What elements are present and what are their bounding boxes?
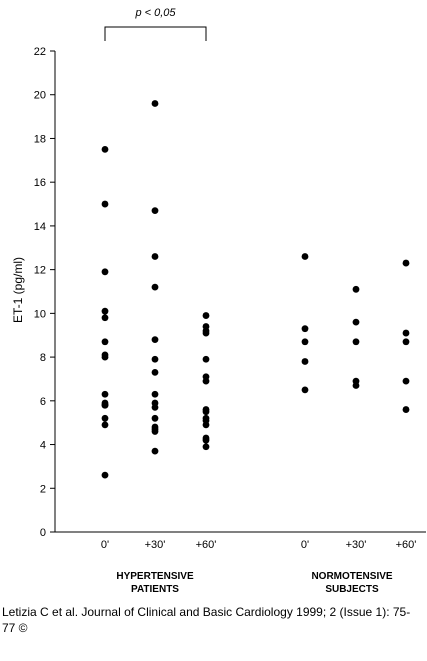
x-tick-label: 0'	[301, 539, 309, 551]
significance-annotation: p < 0,05	[104, 7, 207, 41]
data-point	[101, 471, 109, 479]
x-tick-label: +60'	[196, 539, 217, 551]
y-tick-label: 20	[34, 90, 46, 102]
x-ticks: 0' +30' +60' 0' +30' +60'	[101, 539, 416, 551]
data-point	[151, 355, 159, 363]
group-labels: HYPERTENSIVE PATIENTS NORMOTENSIVE SUBJECTS	[116, 571, 393, 595]
data-point	[202, 443, 210, 451]
data-point	[402, 377, 410, 385]
data-points	[101, 100, 410, 479]
data-point	[151, 368, 159, 376]
data-point	[202, 436, 210, 444]
data-point	[101, 145, 109, 153]
data-point	[352, 382, 360, 389]
data-point	[202, 377, 210, 385]
data-point	[202, 421, 210, 429]
significance-label: p < 0,05	[134, 7, 176, 19]
x-tick-label: +60'	[396, 539, 417, 551]
data-point	[151, 428, 159, 435]
x-tick-label: +30'	[346, 539, 367, 551]
data-point	[301, 358, 309, 365]
data-point	[101, 353, 109, 361]
data-point	[402, 406, 410, 413]
group-label-line2: SUBJECTS	[325, 584, 379, 595]
data-point	[202, 355, 210, 363]
data-point	[402, 329, 410, 337]
data-point	[101, 307, 109, 315]
group-label: NORMOTENSIVE	[311, 571, 392, 582]
data-point	[151, 283, 159, 291]
data-point	[151, 207, 159, 215]
data-point	[301, 338, 309, 346]
data-point	[202, 408, 210, 416]
y-axis-label: ET-1 (pg/ml)	[11, 257, 25, 323]
data-point	[352, 285, 360, 293]
data-point	[301, 253, 309, 260]
group-label: HYPERTENSIVE	[116, 571, 194, 582]
y-tick-label: 8	[40, 352, 46, 364]
data-point	[151, 253, 159, 260]
data-point	[202, 312, 210, 319]
data-point	[352, 338, 360, 346]
data-point	[101, 314, 109, 322]
y-tick-label: 4	[40, 440, 46, 452]
y-tick-label: 14	[34, 221, 46, 233]
data-point	[151, 414, 159, 422]
x-tick-label: +30'	[145, 539, 166, 551]
data-point	[151, 447, 159, 455]
data-point	[202, 329, 210, 337]
x-tick-label: 0'	[101, 539, 109, 551]
significance-bracket	[104, 26, 207, 41]
y-tick-label: 18	[34, 133, 46, 145]
data-point	[151, 403, 159, 411]
data-point	[101, 421, 109, 429]
data-point	[101, 200, 109, 208]
data-point	[101, 268, 109, 276]
y-tick-label: 10	[34, 308, 46, 320]
y-tick-label: 6	[40, 396, 46, 408]
data-point	[301, 386, 309, 394]
figure-caption: Letizia C et al. Journal of Clinical and…	[2, 605, 411, 635]
data-point	[402, 338, 410, 346]
data-point	[151, 390, 159, 398]
data-point	[101, 414, 109, 422]
data-point	[151, 100, 159, 107]
group-label-line2: PATIENTS	[131, 584, 179, 595]
scatter-chart: 0 2 4 6 8 10 12 14 16 18 20 22 0' +30' +60' 0' +30' +60'…	[11, 7, 426, 595]
data-point	[402, 259, 410, 267]
y-tick-label: 0	[40, 527, 46, 539]
y-tick-label: 2	[40, 483, 46, 495]
data-point	[151, 336, 159, 343]
axes	[54, 51, 426, 533]
data-point	[101, 401, 109, 409]
data-point	[101, 338, 109, 346]
data-point	[101, 390, 109, 398]
y-tick-label: 12	[34, 265, 46, 277]
y-ticks: 0 2 4 6 8 10 12 14 16 18 20 22	[34, 46, 55, 539]
data-point	[301, 325, 309, 333]
y-tick-label: 22	[34, 46, 46, 58]
data-point	[352, 318, 360, 326]
y-tick-label: 16	[34, 177, 46, 189]
